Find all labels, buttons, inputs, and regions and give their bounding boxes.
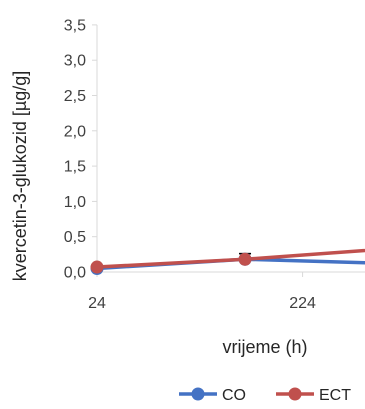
legend-swatch-marker	[288, 387, 302, 401]
y-tick-label: 2,0	[64, 123, 86, 140]
legend-swatch-marker	[191, 387, 205, 401]
x-tick-label: 224	[289, 295, 316, 312]
data-point-ect	[90, 260, 104, 274]
y-tick-label: 3,5	[64, 17, 86, 34]
y-axis: 0,0 0,5 1,0 1,5 2,0 2,5 3,0 3,5	[64, 17, 98, 282]
x-axis-title: vrijeme (h)	[222, 337, 307, 357]
data-point-ect	[238, 252, 252, 266]
series-line-ect	[95, 248, 365, 269]
series-layer	[90, 248, 365, 275]
legend-label: ECT	[319, 387, 351, 404]
x-axis: 24224424	[88, 271, 365, 312]
y-tick-label: 1,0	[64, 194, 86, 211]
legend: CO ECT	[179, 387, 351, 404]
y-tick-label: 3,0	[64, 53, 86, 70]
y-tick-label: 0,0	[64, 265, 86, 282]
legend-item-ect: ECT	[276, 387, 351, 404]
x-tick-label: 24	[88, 295, 106, 312]
y-tick-label: 2,5	[64, 88, 86, 105]
y-axis-title: kvercetin-3-glukozid [µg/g]	[10, 71, 30, 281]
legend-label: CO	[222, 387, 246, 404]
y-tick-label: 1,5	[64, 159, 86, 176]
y-tick-label: 0,5	[64, 229, 86, 246]
legend-item-co: CO	[179, 387, 246, 404]
